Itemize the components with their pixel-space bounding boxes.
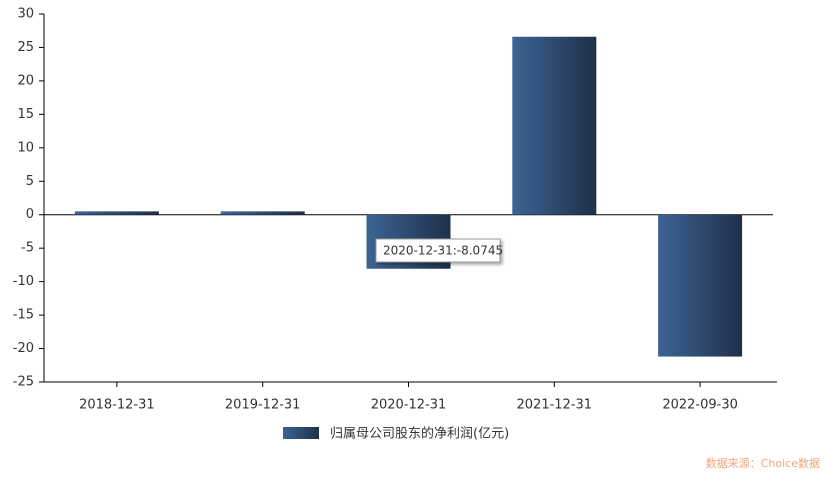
y-tick-label: -5	[21, 241, 34, 256]
x-tick-label: 2020-12-31	[371, 398, 447, 413]
legend-label: 归属母公司股东的净利润(亿元)	[330, 426, 509, 442]
x-tick-label: 2022-09-30	[662, 398, 738, 413]
y-tick-label: 0	[26, 207, 34, 222]
y-tick-label: 20	[17, 73, 34, 88]
y-tick-label: 30	[17, 7, 34, 22]
x-tick-label: 2018-12-31	[79, 398, 155, 413]
tooltip: 2020-12-31:-8.0745	[375, 238, 503, 263]
bar	[658, 214, 743, 357]
y-tick-label: -15	[13, 308, 34, 323]
legend-swatch	[283, 427, 319, 439]
y-tick-label: -25	[13, 375, 34, 390]
bar	[74, 211, 159, 215]
y-tick-label: -10	[13, 274, 34, 289]
x-tick-label: 2019-12-31	[225, 398, 301, 413]
y-tick-label: -20	[13, 341, 34, 356]
bar	[220, 211, 305, 215]
tooltip-box	[375, 238, 501, 263]
bar	[512, 36, 597, 215]
y-tick-label: 5	[26, 174, 34, 189]
tooltip-text: 2020-12-31:-8.0745	[383, 244, 503, 258]
y-tick-label: 15	[17, 107, 34, 122]
y-tick-label: 25	[17, 40, 34, 55]
y-tick-label: 10	[17, 140, 34, 155]
source: 数据来源：Choice数据	[706, 456, 820, 470]
x-tick-label: 2021-12-31	[517, 398, 593, 413]
